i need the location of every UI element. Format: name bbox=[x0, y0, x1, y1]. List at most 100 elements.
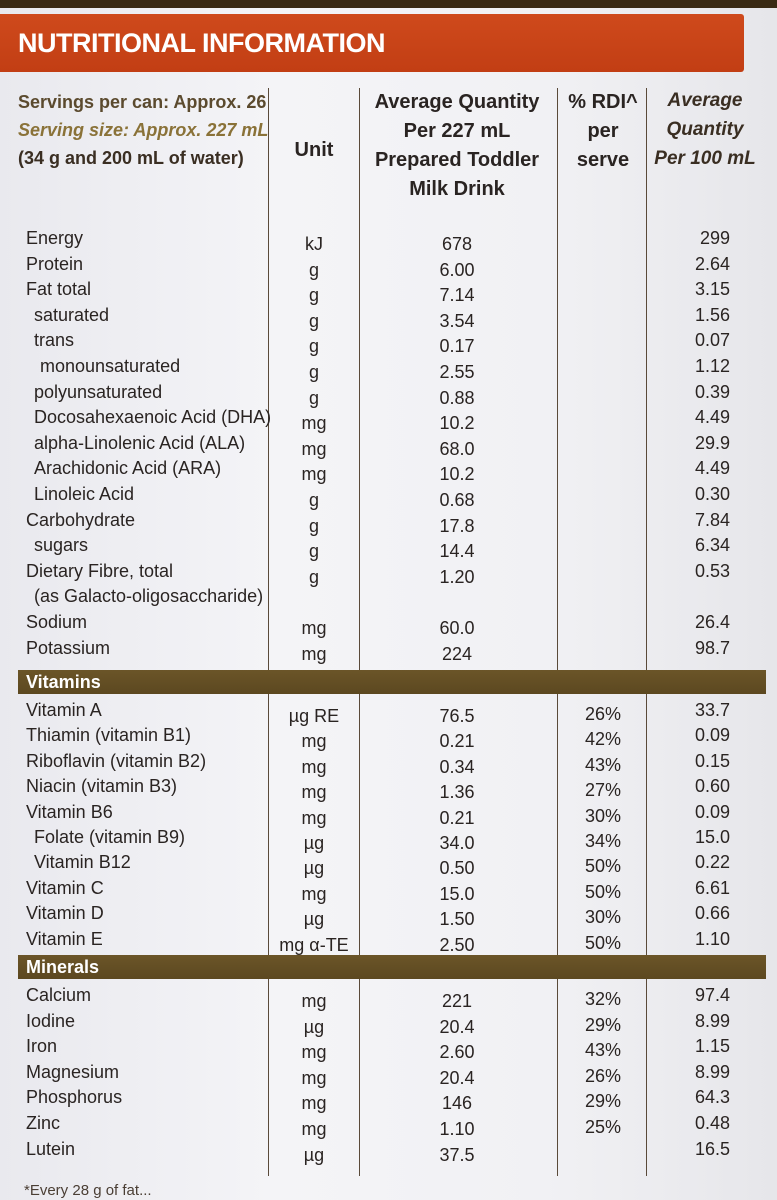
avg-per-serve-cell: 0.21 bbox=[439, 731, 475, 752]
per-100ml-cell: 8.99 bbox=[694, 1010, 730, 1031]
rdi-cell: 32% bbox=[584, 989, 622, 1009]
unit-cell: g bbox=[308, 515, 319, 536]
table-row: Phosphorus mg 146 29% 64.3 bbox=[0, 1087, 777, 1113]
rdi-cell: 50% bbox=[584, 856, 622, 877]
avg-per-serve-cell: 1.50 bbox=[439, 909, 475, 930]
table-row: Carbohydrate g 17.8 7.84 bbox=[0, 510, 777, 536]
table-row: Vitamin B6 mg 0.21 30% 0.09 bbox=[0, 802, 777, 828]
table-row: Folate (vitamin B9) µg 34.0 34% 15.0 bbox=[0, 827, 777, 853]
table-row: Linoleic Acid g 0.68 0.30 bbox=[0, 484, 777, 510]
serving-info: Servings per can: Approx. 26 Serving siz… bbox=[18, 88, 268, 172]
avg-per-serve-cell: 1.36 bbox=[439, 782, 475, 803]
unit-cell: mg bbox=[301, 643, 327, 664]
unit-cell: µg bbox=[303, 909, 325, 930]
divider-rdi bbox=[557, 88, 558, 1176]
avg-per-serve-cell: 224 bbox=[441, 643, 473, 664]
avg-per-serve-cell: 678 bbox=[441, 234, 473, 254]
table-row: Vitamin A µg RE 76.5 26% 33.7 bbox=[0, 700, 777, 726]
nutrient-name: Vitamin B12 bbox=[34, 852, 131, 873]
nutrient-name: Phosphorus bbox=[26, 1087, 123, 1108]
table-row: Magnesium mg 20.4 26% 8.99 bbox=[0, 1062, 777, 1088]
table-row: Fat total g 7.14 3.15 bbox=[0, 279, 777, 305]
nutrient-name: Potassium bbox=[26, 637, 111, 658]
avg-per-serve-cell: 20.4 bbox=[439, 1016, 475, 1037]
per-100ml-cell: 4.49 bbox=[694, 407, 730, 428]
per-100ml-cell: 0.53 bbox=[694, 560, 730, 581]
per-100ml-cell: 0.30 bbox=[694, 484, 730, 504]
serving-detail: (34 g and 200 mL of water) bbox=[18, 148, 244, 168]
avg-per-serve-cell: 0.21 bbox=[439, 807, 475, 828]
top-band bbox=[0, 0, 777, 8]
vitamins-bar: Vitamins bbox=[18, 670, 766, 694]
table-row: Calcium mg 221 32% 97.4 bbox=[0, 985, 777, 1011]
per-100ml-cell: 8.99 bbox=[694, 1061, 730, 1082]
nutrient-name: Riboflavin (vitamin B2) bbox=[26, 750, 207, 771]
header-100-line2: Quantity bbox=[666, 119, 744, 140]
nutrient-name: Iodine bbox=[26, 1010, 76, 1031]
nutrient-name: Vitamin E bbox=[26, 928, 103, 949]
servings-per-can: Servings per can: Approx. 26 bbox=[18, 92, 267, 112]
nutrient-name: Zinc bbox=[26, 1113, 61, 1133]
per-100ml-cell: 98.7 bbox=[694, 637, 730, 658]
divider-avg bbox=[359, 88, 360, 1176]
table-row: Docosahexaenoic Acid (DHA) mg 10.2 4.49 bbox=[0, 407, 777, 433]
per-100ml-cell: 26.4 bbox=[694, 612, 730, 632]
avg-per-serve-cell: 0.50 bbox=[439, 858, 475, 879]
avg-per-serve-cell: 76.5 bbox=[439, 706, 475, 726]
rdi-cell: 50% bbox=[584, 932, 622, 953]
unit-cell: g bbox=[308, 285, 319, 306]
table-row: Arachidonic Acid (ARA) mg 10.2 4.49 bbox=[0, 458, 777, 484]
nutrient-name: alpha-Linolenic Acid (ALA) bbox=[34, 432, 246, 453]
rdi-cell: 30% bbox=[584, 805, 622, 826]
table-row: Dietary Fibre, total g 1.20 0.53 bbox=[0, 561, 777, 587]
nutrient-name: Vitamin A bbox=[26, 700, 102, 720]
table-row: (as Galacto-oligosaccharide) bbox=[0, 586, 777, 612]
nutrient-name: Protein bbox=[26, 253, 84, 274]
rdi-cell: 26% bbox=[584, 1065, 622, 1086]
unit-cell: mg bbox=[301, 782, 327, 803]
per-100ml-cell: 7.84 bbox=[694, 509, 730, 530]
per-100ml-cell: 1.10 bbox=[694, 928, 730, 949]
per-100ml-cell: 0.15 bbox=[694, 750, 730, 771]
per-100ml-cell: 0.39 bbox=[694, 381, 730, 402]
nutrient-name: Linoleic Acid bbox=[34, 484, 135, 504]
nutrient-name: Magnesium bbox=[26, 1061, 120, 1082]
unit-cell: g bbox=[308, 541, 319, 562]
table-row: Zinc mg 1.10 25% 0.48 bbox=[0, 1113, 777, 1139]
table-row: alpha-Linolenic Acid (ALA) mg 68.0 29.9 bbox=[0, 433, 777, 459]
header-rdi-line1: % RDI^ bbox=[568, 91, 638, 113]
per-100ml-cell: 97.4 bbox=[694, 985, 730, 1005]
rdi-cell: 50% bbox=[584, 881, 622, 902]
per-100ml-cell: 29.9 bbox=[694, 432, 730, 453]
header-avg-line1: Average Quantity bbox=[374, 91, 540, 113]
avg-per-serve-cell: 146 bbox=[441, 1093, 473, 1114]
unit-cell: mg bbox=[301, 1042, 327, 1063]
rdi-cell: 27% bbox=[584, 780, 622, 801]
table-row: Lutein µg 37.5 16.5 bbox=[0, 1139, 777, 1165]
avg-per-serve-cell: 0.88 bbox=[439, 387, 475, 408]
rdi-cell: 30% bbox=[584, 907, 622, 928]
avg-per-serve-cell: 6.00 bbox=[439, 259, 475, 280]
per-100ml-cell: 0.09 bbox=[694, 801, 730, 822]
avg-per-serve-cell: 0.17 bbox=[439, 336, 475, 357]
header-avg-line3: Prepared Toddler bbox=[374, 149, 540, 171]
header-100-line3: Per 100 mL bbox=[654, 148, 756, 169]
per-100ml-cell: 33.7 bbox=[694, 700, 730, 720]
avg-per-serve-cell: 10.2 bbox=[439, 413, 475, 434]
unit-cell: g bbox=[308, 490, 319, 510]
table-row: Sodium mg 60.0 26.4 bbox=[0, 612, 777, 638]
nutrient-name: Folate (vitamin B9) bbox=[34, 827, 186, 847]
unit-cell: kJ bbox=[305, 234, 323, 254]
nutrient-name: (as Galacto-oligosaccharide) bbox=[34, 586, 264, 607]
nutrient-name: Energy bbox=[26, 228, 84, 248]
table-row: Vitamin B12 µg 0.50 50% 0.22 bbox=[0, 852, 777, 878]
unit-cell: mg bbox=[301, 1093, 327, 1114]
nutrient-name: Vitamin B6 bbox=[26, 801, 113, 822]
header-rdi-line3: serve bbox=[576, 149, 630, 171]
rdi-cell: 43% bbox=[584, 1040, 622, 1061]
nutrient-name: Calcium bbox=[26, 985, 92, 1005]
header-100-line1: Average bbox=[667, 90, 743, 111]
avg-per-serve-cell: 34.0 bbox=[439, 833, 475, 853]
avg-per-serve-cell: 15.0 bbox=[439, 883, 475, 904]
nutrient-name: sugars bbox=[34, 535, 89, 556]
